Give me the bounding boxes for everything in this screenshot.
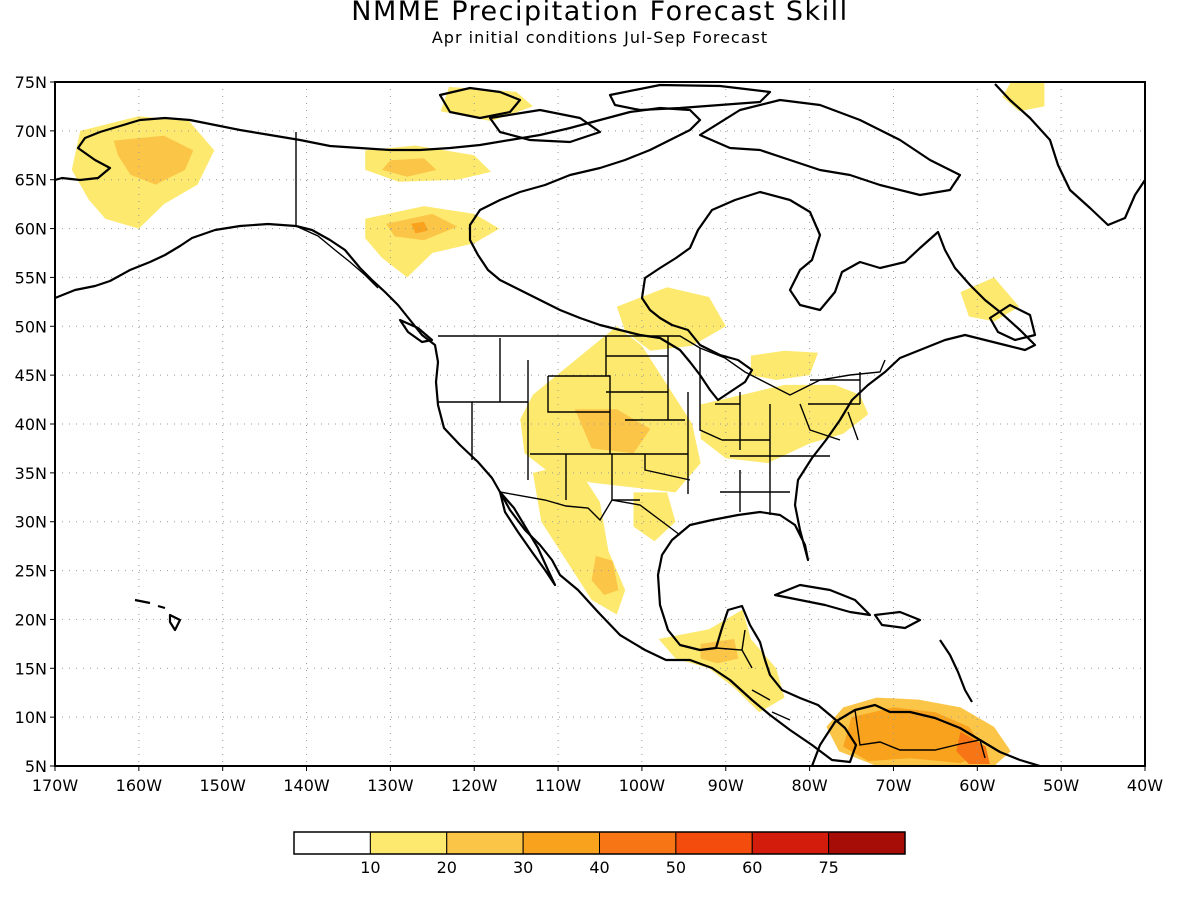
colorbar-swatch [293, 831, 371, 855]
tick-label-lat: 5N [25, 757, 47, 776]
tick-label-lat: 15N [15, 659, 47, 678]
coastline-south-america [810, 703, 1041, 766]
colorbar-label: 60 [742, 858, 762, 877]
coastline-victoria-island [488, 108, 602, 144]
tick-label-lat: 60N [15, 220, 47, 239]
skill-region-great-lakes [750, 350, 818, 380]
tick-label-lat: 55N [15, 268, 47, 287]
tick-label-lat: 40N [15, 415, 47, 434]
tick-label-lon: 160W [116, 776, 163, 795]
colorbar-swatch [522, 831, 600, 855]
coastline-baffin-island [698, 98, 962, 197]
colorbar-swatch [599, 831, 677, 855]
tick-label-lon: 60W [959, 776, 995, 795]
tick-label-lat: 65N [15, 171, 47, 190]
colorbar-swatch [675, 831, 753, 855]
colorbar: 10 20 30 40 50 60 75 [293, 831, 906, 877]
border-us-mexico [499, 491, 681, 536]
tick-label-lon: 130W [367, 776, 414, 795]
colorbar-label: 40 [589, 858, 609, 877]
coastline-baja-california [498, 490, 557, 587]
axis-tick-labels: 170W 160W 150W 140W 130W 120W 110W 100W 90W 80W 70… [15, 73, 1164, 795]
tick-label-lat: 10N [15, 708, 47, 727]
tick-label-lat: 35N [15, 464, 47, 483]
tick-label-lat: 50N [15, 317, 47, 336]
map-subtitle: Apr initial conditions Jul-Sep Forecast [431, 28, 769, 47]
coastline-greenland [994, 83, 1145, 227]
colorbar-swatch [369, 831, 448, 855]
tick-label-lat: 45N [15, 366, 47, 385]
coastline-ellesmere [608, 83, 772, 112]
skill-shading-layer [71, 82, 1045, 766]
coastline-vancouver-island [398, 318, 434, 344]
tick-label-lon: 50W [1043, 776, 1079, 795]
coastlines [55, 83, 1145, 766]
tick-label-lon: 70W [875, 776, 911, 795]
colorbar-swatch [828, 831, 906, 855]
tick-label-lon: 150W [200, 776, 247, 795]
coastline-newfoundland [988, 303, 1037, 342]
skill-region-labrador [960, 277, 1020, 322]
coastline-cuba [773, 583, 872, 617]
skill-region-texas-blob [633, 492, 676, 542]
border-central-america [715, 629, 791, 721]
tick-label-lon: 140W [283, 776, 330, 795]
political-borders [295, 132, 986, 759]
tick-label-lon: 170W [32, 776, 79, 795]
coastline-hawaii [134, 598, 182, 632]
tick-label-lon: 40W [1127, 776, 1163, 795]
coastline-arctic-islands [438, 86, 522, 120]
skill-region-venezuela-peak [956, 731, 990, 764]
skill-region-bc-north-peak [411, 221, 429, 234]
border-alaska-canada [295, 132, 379, 289]
tick-label-lat: 75N [15, 73, 47, 92]
colorbar-swatch [751, 831, 830, 855]
skill-region-ohio-valley [700, 384, 869, 464]
border-us-states [438, 336, 861, 515]
skill-region-alaska-core [113, 135, 194, 185]
tick-label-lon: 100W [619, 776, 666, 795]
colorbar-label: 75 [818, 858, 838, 877]
colorbar-label: 50 [666, 858, 686, 877]
tick-label-lat: 25N [15, 562, 47, 581]
colorbar-label: 10 [360, 858, 380, 877]
tick-label-lon: 90W [708, 776, 744, 795]
skill-region-greenland-east [1002, 82, 1045, 112]
map-title: NMME Precipitation Forecast Skill [351, 0, 849, 27]
colorbar-swatch [446, 831, 524, 855]
tick-label-lat: 30N [15, 513, 47, 532]
tick-label-lat: 20N [15, 610, 47, 629]
skill-region-mexico-core [591, 555, 619, 595]
tick-label-lon: 110W [535, 776, 582, 795]
border-south-america [854, 709, 986, 759]
coastline-antilles [939, 639, 973, 703]
colorbar-frame [293, 831, 906, 855]
colorbar-label: 30 [513, 858, 533, 877]
tick-label-lon: 120W [451, 776, 498, 795]
coastline-hispaniola [873, 610, 922, 630]
skill-region-venezuela-core [843, 707, 986, 764]
colorbar-label: 20 [437, 858, 457, 877]
tick-label-lat: 70N [15, 122, 47, 141]
skill-region-central-america-core [700, 639, 739, 664]
tick-label-lon: 80W [792, 776, 828, 795]
skill-region-yukon-north-core [382, 158, 437, 177]
